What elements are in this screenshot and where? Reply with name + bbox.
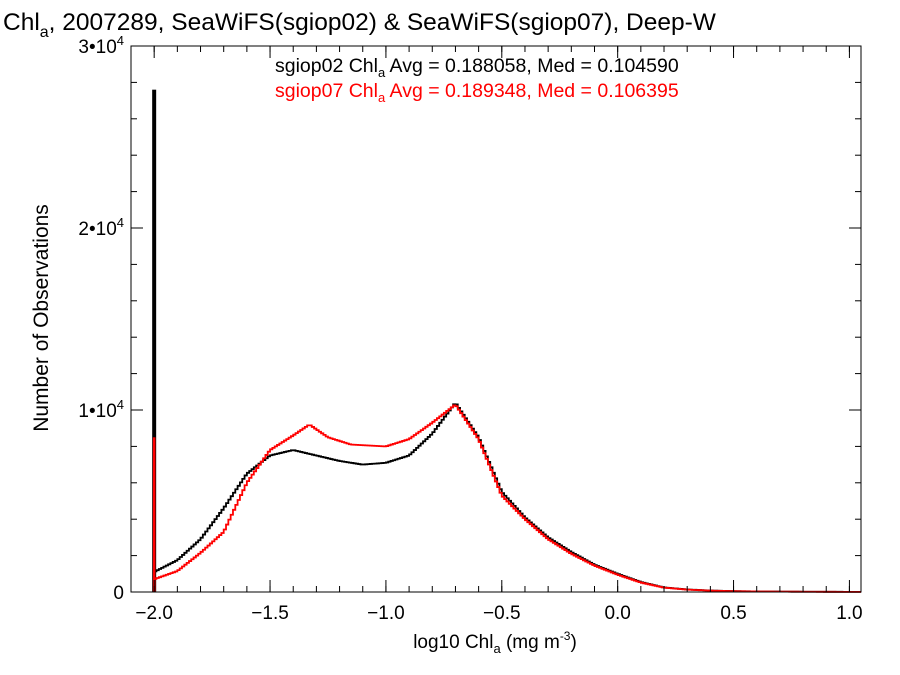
series-line-sgiop07: [153, 404, 861, 593]
y-tick-label: 0: [113, 583, 124, 604]
y-tick-label: 2•104: [78, 215, 124, 240]
x-tick-label: −1.5: [251, 603, 289, 624]
plot-area: [152, 89, 861, 593]
x-tick-label: 0.0: [604, 603, 630, 624]
spike-bar-sgiop02: [152, 89, 157, 593]
y-tick-label: 1•104: [78, 397, 124, 422]
x-tick-label: 0.5: [720, 603, 746, 624]
axes: −2.0 −1.5 −1.0 −0.5 0.0 0.5 1.0 0 1•104 2•104 3•10…: [78, 33, 862, 624]
series-line-sgiop02: [153, 403, 861, 593]
legend-stats-sgiop07: sgiop07 Chla Avg = 0.189348, Med = 0.106…: [275, 80, 679, 105]
x-tick-label: −2.0: [135, 603, 173, 624]
y-tick-label: 3•104: [78, 33, 124, 58]
x-axis-label: log10 Chla (mg m-3): [413, 629, 577, 656]
x-tick-label: 1.0: [836, 603, 862, 624]
spike-bar-sgiop07: [152, 437, 156, 592]
x-tick-label: −0.5: [483, 603, 521, 624]
y-axis-label: Number of Observations: [30, 204, 53, 432]
x-tick-label: −1.0: [367, 603, 405, 624]
chart-title: Chla, 2007289, SeaWiFS(sgiop02) & SeaWiF…: [3, 9, 717, 41]
legend-stats-sgiop02: sgiop02 Chla Avg = 0.188058, Med = 0.104…: [275, 55, 679, 80]
plot-frame: [130, 45, 862, 593]
